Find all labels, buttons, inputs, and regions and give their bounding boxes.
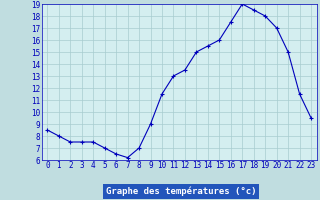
Text: Graphe des températures (°c): Graphe des températures (°c) [106,186,256,196]
